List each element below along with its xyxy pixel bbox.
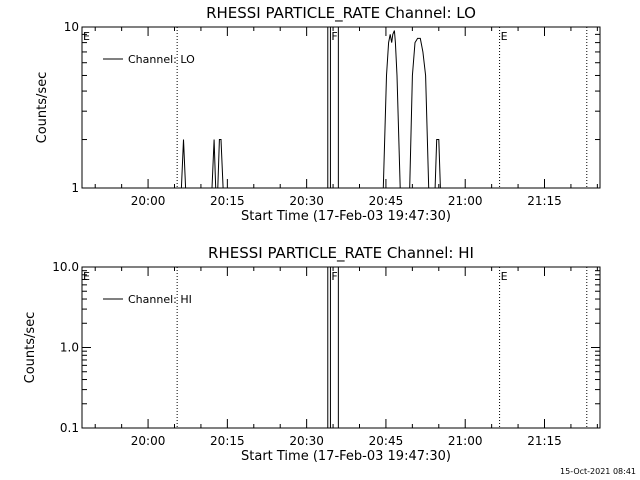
generation-timestamp: 15-Oct-2021 08:41	[560, 467, 636, 476]
legend-label: Channel: HI	[128, 293, 192, 306]
x-tick-label: 20:30	[289, 434, 324, 448]
series-line	[409, 37, 441, 189]
chart-panel-1: RHESSI PARTICLE_RATE Channel: LO 1 10 20:00…	[35, 4, 601, 224]
y-tick-label: 10.0	[52, 260, 79, 274]
plot-frame	[81, 26, 601, 189]
x-tick-label: 21:00	[448, 194, 483, 208]
y-tick-label: 1.0	[60, 341, 79, 355]
event-marker-label: E	[501, 30, 508, 43]
y-axis-label: Counts/sec	[35, 72, 50, 144]
y-tick-label: 10	[64, 20, 79, 34]
chart-panel-2: RHESSI PARTICLE_RATE Channel: HI 0.1 1.0 10…	[23, 244, 601, 464]
x-tick-label: 20:00	[131, 434, 166, 448]
x-tick-label: 20:15	[210, 194, 245, 208]
x-tick-label: 20:00	[131, 194, 166, 208]
x-tick-label: 21:00	[448, 434, 483, 448]
y-axis-label: Counts/sec	[23, 312, 38, 384]
chart-title: RHESSI PARTICLE_RATE Channel: LO	[206, 4, 476, 23]
x-tick-label: 21:15	[527, 434, 562, 448]
x-tick-label: 21:15	[527, 194, 562, 208]
y-tick-label: 1	[71, 181, 79, 195]
event-marker-label: E	[501, 270, 508, 283]
series-line	[180, 139, 187, 189]
x-axis-label: Start Time (17-Feb-03 19:47:30)	[241, 209, 451, 224]
x-tick-label: 20:30	[289, 194, 324, 208]
event-marker-label: F	[331, 30, 337, 43]
event-marker-label: E	[83, 30, 90, 43]
legend-label: Channel: LO	[128, 53, 195, 66]
x-tick-label: 20:15	[210, 434, 245, 448]
chart-title: RHESSI PARTICLE_RATE Channel: HI	[208, 244, 474, 263]
plot-frame	[81, 266, 601, 429]
x-axis-label: Start Time (17-Feb-03 19:47:30)	[241, 449, 451, 464]
series-line	[211, 139, 224, 189]
series-line	[382, 30, 401, 189]
event-marker-label: F	[331, 270, 337, 283]
event-marker-label: E	[83, 270, 90, 283]
x-tick-label: 20:45	[369, 434, 404, 448]
y-tick-label: 0.1	[60, 421, 79, 435]
x-tick-label: 20:45	[369, 194, 404, 208]
